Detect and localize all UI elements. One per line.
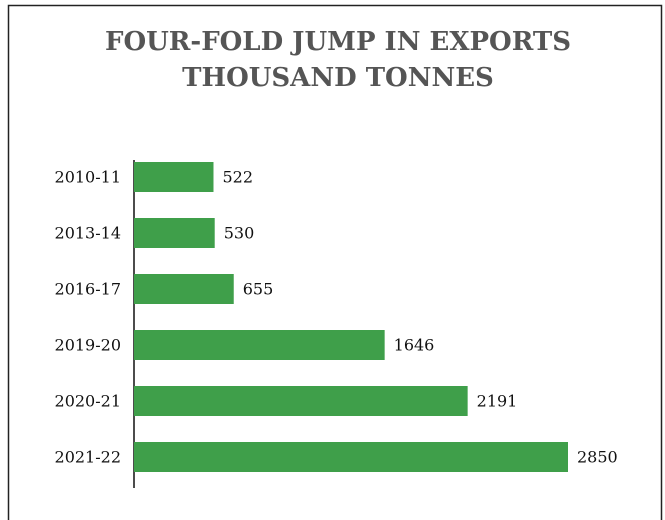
category-label: 2016-17 (55, 280, 121, 299)
value-label: 655 (243, 280, 274, 299)
chart-title: FOUR-FOLD JUMP IN EXPORTS (105, 27, 571, 57)
value-label: 2850 (577, 448, 618, 467)
category-label: 2019-20 (55, 336, 121, 355)
bar (134, 162, 214, 192)
bar (134, 218, 215, 248)
category-label: 2021-22 (55, 448, 121, 467)
value-label: 522 (222, 168, 253, 187)
bar (134, 386, 468, 416)
category-label: 2013-14 (55, 224, 121, 243)
bar (134, 274, 234, 304)
category-label: 2010-11 (55, 168, 121, 187)
value-label: 1646 (394, 336, 435, 355)
bar (134, 442, 568, 472)
value-label: 530 (224, 224, 255, 243)
value-label: 2191 (477, 392, 518, 411)
category-label: 2020-21 (55, 392, 121, 411)
bar (134, 330, 385, 360)
frame (7, 4, 663, 520)
chart-subtitle: THOUSAND TONNES (182, 63, 494, 93)
